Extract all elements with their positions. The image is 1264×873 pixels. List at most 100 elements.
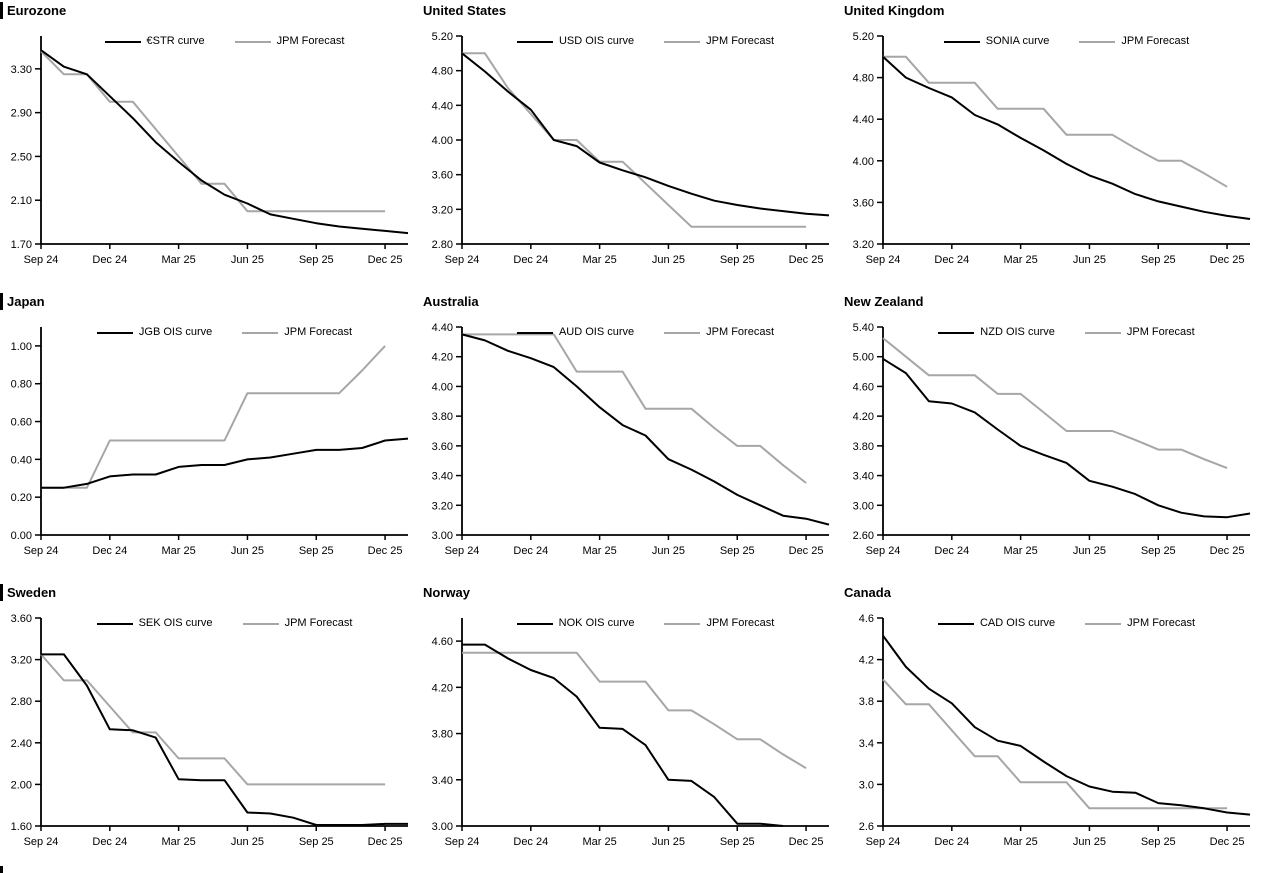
y-tick-label: 2.10	[11, 195, 32, 207]
y-tick-label: 2.90	[11, 108, 32, 120]
x-tick-label: Dec 24	[934, 254, 969, 266]
chart-panel: Canada 2.6 3.0 3.4 3.8 4.2 4.6 Sep 24 Dec 24 Mar …	[842, 582, 1264, 873]
y-tick-label: 3.30	[11, 64, 32, 76]
y-tick-label: 3.0	[859, 779, 874, 791]
y-tick-label: 3.20	[853, 239, 874, 251]
y-tick-label: 3.20	[11, 655, 32, 667]
y-tick-label: 2.6	[859, 821, 874, 833]
chart-plot-area: 3.00 3.40 3.80 4.20 4.60 Sep 24 Dec 24 Mar 25 Ju…	[421, 604, 842, 868]
y-tick-label: 2.80	[432, 239, 453, 251]
x-tick-label: Dec 24	[92, 254, 127, 266]
series-line-ois	[882, 56, 1251, 220]
y-tick-label: 1.60	[11, 821, 32, 833]
chart-svg: 2.80 3.20 3.60 4.00 4.40 4.80 5.20 Sep 24 Dec 24…	[432, 31, 830, 266]
y-tick-label: 1.70	[11, 239, 32, 251]
x-tick-label: Mar 25	[162, 254, 196, 266]
chart-plot-area: 1.70 2.10 2.50 2.90 3.30 Sep 24 Dec 24 Mar 25 Ju…	[0, 22, 421, 286]
series-line-forecast	[462, 333, 807, 484]
x-tick-label: Dec 24	[513, 545, 548, 557]
x-tick-label: Sep 24	[866, 836, 901, 848]
chart-panel: Australia 3.00 3.20 3.40 3.60 3.80 4.00 4.20 4.4…	[421, 291, 842, 582]
y-tick-label: 3.40	[432, 471, 453, 483]
y-tick-label: 4.80	[853, 73, 874, 85]
x-tick-label: Jun 25	[231, 545, 264, 557]
y-tick-label: 0.00	[11, 530, 32, 542]
chart-title: Sweden	[0, 584, 421, 601]
x-tick-label: Sep 25	[299, 254, 334, 266]
y-tick-label: 5.00	[853, 352, 874, 364]
chart-title: Eurozone	[0, 2, 421, 19]
x-tick-label: Sep 24	[445, 545, 480, 557]
x-tick-label: Mar 25	[1004, 254, 1038, 266]
x-tick-label: Dec 25	[368, 545, 403, 557]
x-tick-label: Sep 25	[720, 545, 755, 557]
y-tick-label: 3.40	[432, 775, 453, 787]
x-tick-label: Jun 25	[1073, 836, 1106, 848]
x-tick-label: Sep 25	[720, 254, 755, 266]
axes-spine	[461, 618, 829, 827]
series-line-forecast	[462, 52, 807, 228]
axes-spine	[40, 36, 408, 245]
x-tick-label: Mar 25	[583, 254, 617, 266]
y-tick-label: 4.00	[853, 156, 874, 168]
y-tick-label: 2.60	[853, 530, 874, 542]
series-line-forecast	[40, 50, 386, 213]
y-tick-label: 4.60	[853, 381, 874, 393]
chart-svg: 3.00 3.20 3.40 3.60 3.80 4.00 4.20 4.40 Sep 24 De…	[432, 322, 830, 557]
y-tick-label: 4.20	[853, 411, 874, 423]
y-tick-label: 2.00	[11, 779, 32, 791]
y-tick-label: 5.20	[853, 31, 874, 43]
series-line-ois	[41, 653, 408, 826]
axes-spine	[40, 327, 408, 536]
x-tick-label: Sep 24	[24, 254, 59, 266]
y-tick-label: 1.00	[11, 341, 32, 353]
x-tick-label: Sep 24	[445, 254, 480, 266]
axes-spine	[882, 36, 1250, 245]
series-line-ois	[462, 643, 784, 827]
y-tick-label: 2.40	[11, 738, 32, 750]
y-tick-label: 3.00	[432, 530, 453, 542]
series-line-ois	[882, 635, 1251, 816]
x-tick-label: Dec 25	[1210, 254, 1245, 266]
x-tick-label: Jun 25	[652, 836, 685, 848]
y-tick-label: 3.80	[432, 729, 453, 741]
chart-plot-area: 2.80 3.20 3.60 4.00 4.40 4.80 5.20 Sep 24 Dec 24…	[421, 22, 842, 286]
series-line-forecast	[883, 55, 1228, 188]
y-tick-label: 0.40	[11, 454, 32, 466]
x-tick-label: Dec 24	[513, 254, 548, 266]
chart-title: Canada	[844, 585, 891, 600]
y-tick-label: 3.8	[859, 696, 874, 708]
x-tick-label: Jun 25	[652, 545, 685, 557]
y-tick-label: 4.00	[432, 381, 453, 393]
x-tick-label: Sep 24	[24, 836, 59, 848]
x-tick-label: Dec 25	[1210, 545, 1245, 557]
x-tick-label: Dec 25	[789, 836, 824, 848]
chart-title: New Zealand	[844, 294, 924, 309]
y-tick-label: 4.6	[859, 613, 874, 625]
x-tick-label: Mar 25	[162, 836, 196, 848]
x-tick-label: Mar 25	[583, 836, 617, 848]
y-tick-label: 3.60	[853, 197, 874, 209]
y-tick-label: 2.80	[11, 696, 32, 708]
chart-svg: 1.70 2.10 2.50 2.90 3.30 Sep 24 Dec 24 Mar 25 Ju…	[11, 36, 409, 266]
y-tick-label: 3.60	[432, 441, 453, 453]
x-tick-label: Dec 25	[368, 836, 403, 848]
y-tick-label: 3.80	[853, 441, 874, 453]
x-tick-label: Jun 25	[652, 254, 685, 266]
x-tick-label: Dec 24	[92, 836, 127, 848]
y-tick-label: 4.80	[432, 66, 453, 78]
series-line-ois	[40, 49, 409, 235]
x-tick-label: Sep 25	[299, 836, 334, 848]
x-tick-label: Jun 25	[231, 254, 264, 266]
series-line-forecast	[41, 345, 386, 489]
x-tick-label: Dec 24	[934, 545, 969, 557]
y-tick-label: 5.40	[853, 322, 874, 334]
y-tick-label: 3.60	[432, 170, 453, 182]
x-tick-label: Sep 24	[445, 836, 480, 848]
x-tick-label: Sep 24	[24, 545, 59, 557]
x-tick-label: Dec 25	[789, 545, 824, 557]
chart-panel: Eurozone 1.70 2.10 2.50 2.90 3.30 Sep 24 Dec 24…	[0, 0, 421, 291]
chart-svg: 2.6 3.0 3.4 3.8 4.2 4.6 Sep 24 Dec 24 Mar 25 Jun …	[859, 613, 1251, 848]
x-tick-label: Dec 24	[513, 836, 548, 848]
